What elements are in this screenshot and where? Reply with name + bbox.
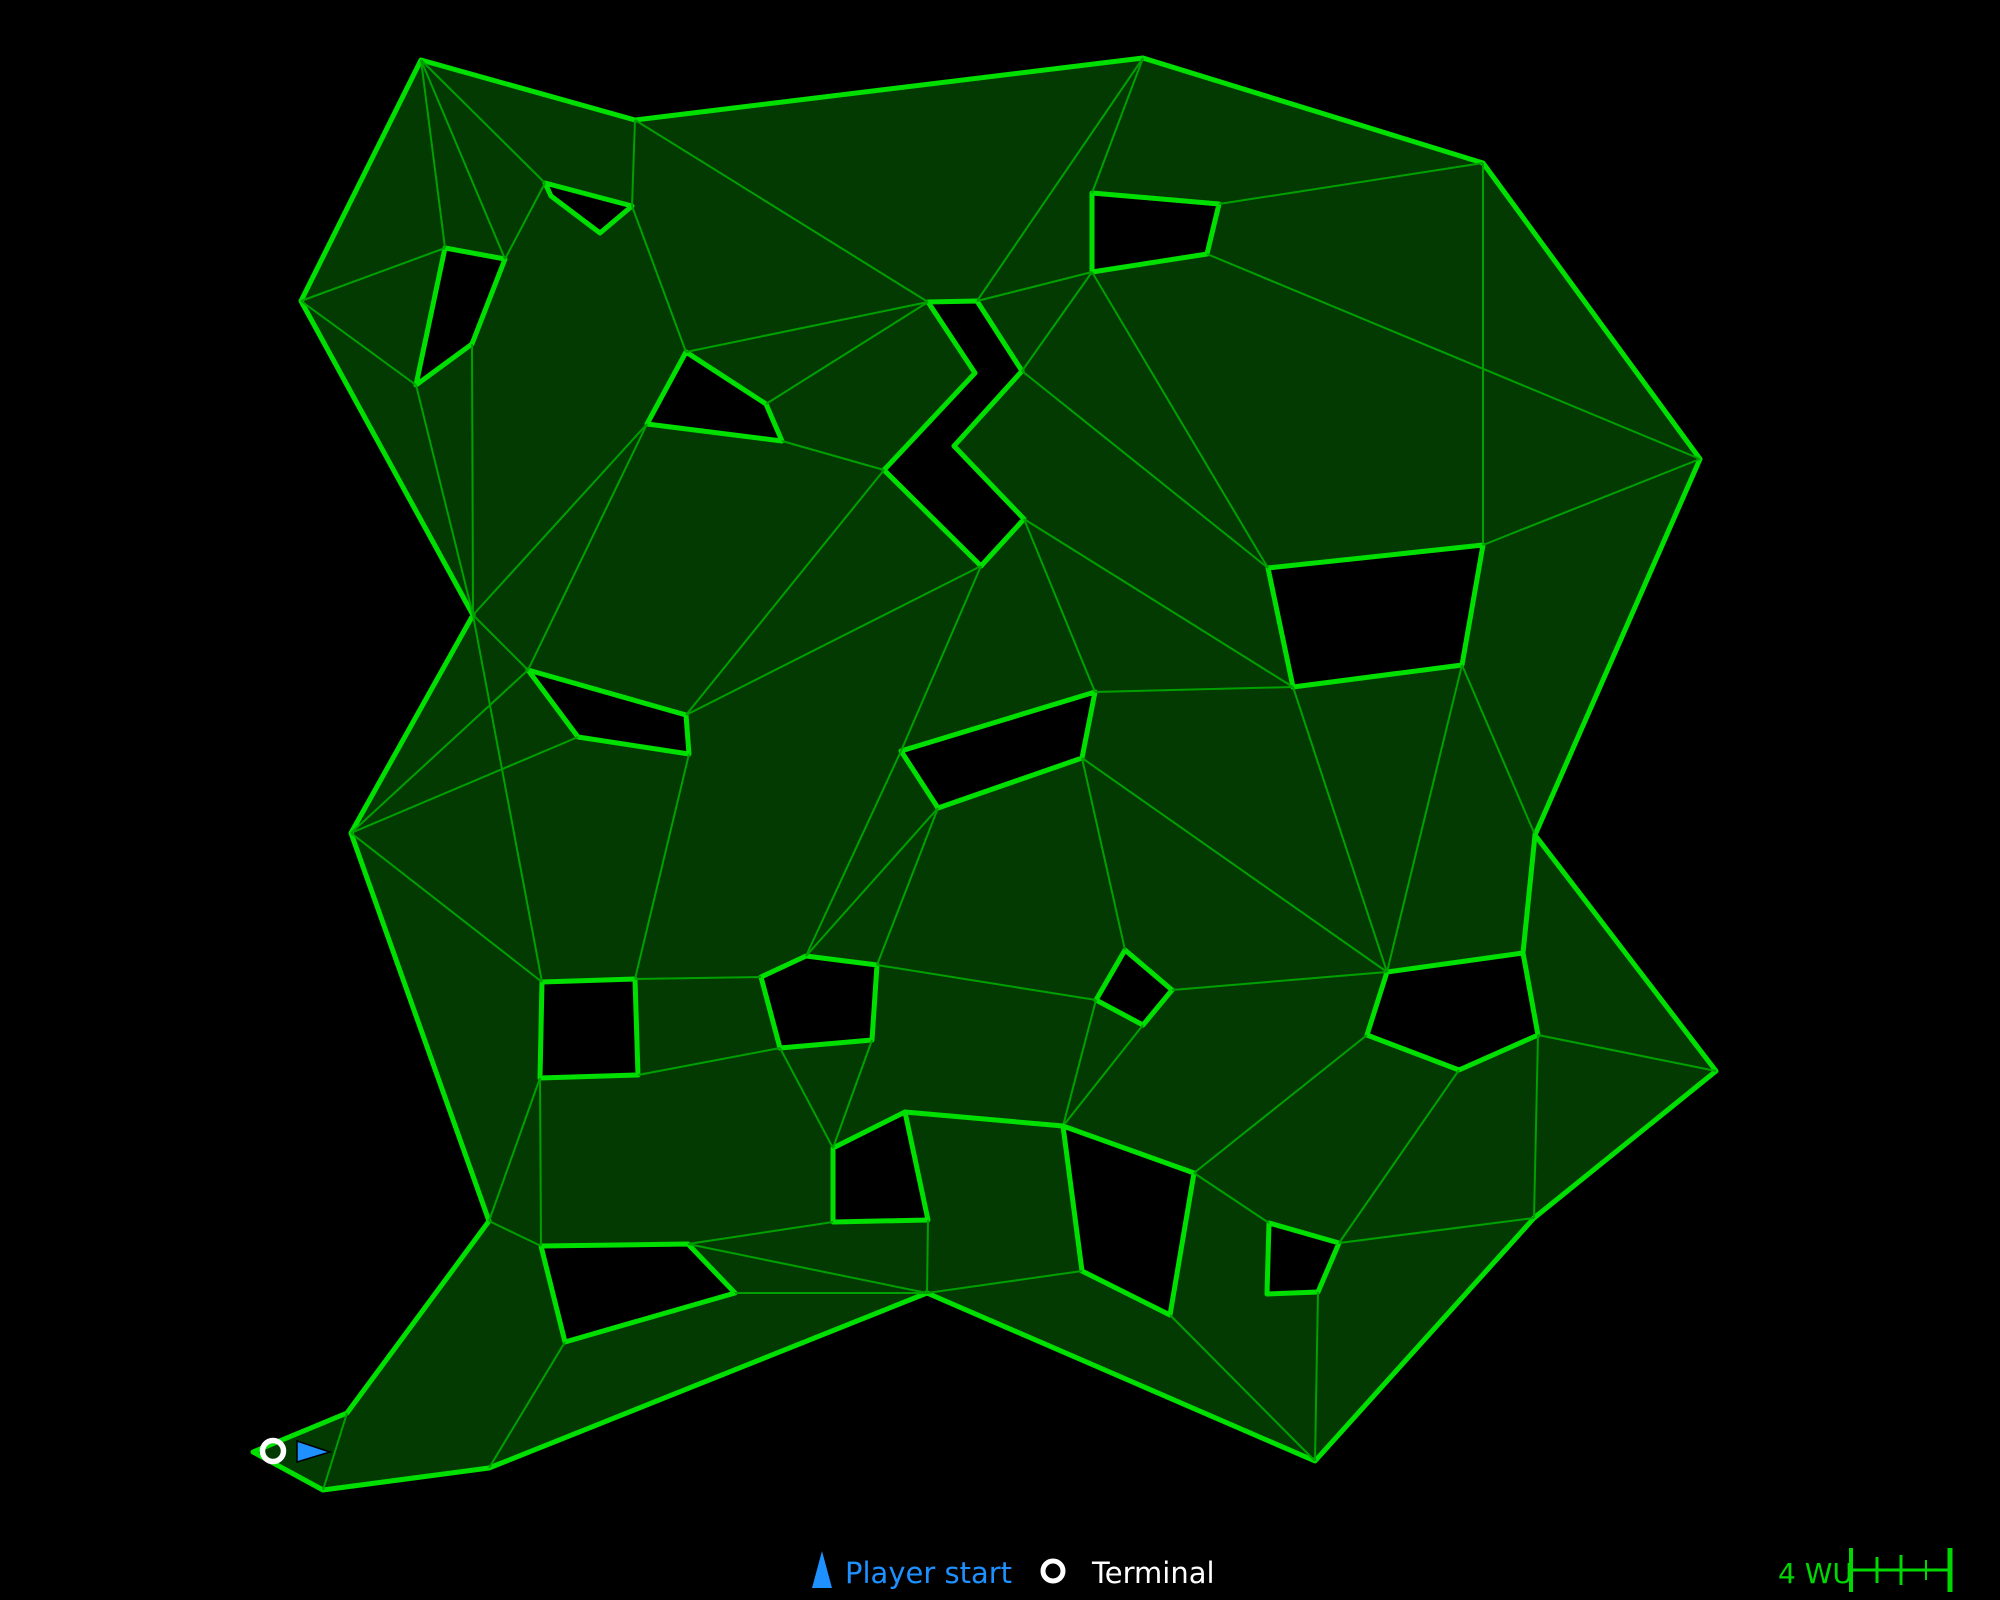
player-start-label: Player start bbox=[845, 1556, 1012, 1590]
triangulation-edge bbox=[876, 964, 1097, 1001]
triangulation-edge bbox=[1023, 518, 1096, 693]
triangulation-edge bbox=[1338, 1217, 1535, 1244]
triangulation-edge bbox=[350, 736, 579, 834]
triangulation-edge bbox=[832, 1039, 873, 1149]
triangulation-edge bbox=[1094, 686, 1294, 693]
triangulation-edge bbox=[1314, 1291, 1319, 1462]
triangulation-edge bbox=[350, 669, 529, 834]
scale-ruler-icon bbox=[1849, 1548, 1953, 1592]
triangulation-edge bbox=[1206, 253, 1701, 460]
triangulation-edge bbox=[1338, 1069, 1460, 1244]
triangulation-edge bbox=[631, 205, 687, 353]
triangulation-edge bbox=[1091, 57, 1144, 194]
legend: Player start Terminal bbox=[812, 1551, 1215, 1590]
triangulation-edge bbox=[779, 1047, 834, 1149]
triangulation-edge bbox=[1193, 1172, 1270, 1224]
link-edge bbox=[1520, 832, 1538, 956]
triangulation-edge bbox=[1218, 162, 1484, 205]
triangulation-edge bbox=[1386, 664, 1463, 973]
triangulation-edge bbox=[488, 1077, 541, 1222]
triangulation-edge bbox=[685, 469, 885, 716]
triangulation-edge bbox=[637, 1047, 781, 1076]
legend-item-terminal: Terminal bbox=[1040, 1556, 1215, 1590]
triangulation-edge bbox=[876, 807, 939, 966]
triangulation-edge bbox=[1062, 1024, 1144, 1127]
triangulation-edge bbox=[1292, 686, 1388, 973]
player-start-marker bbox=[296, 1439, 333, 1464]
triangulation-edge bbox=[1081, 757, 1388, 973]
triangulation-edge bbox=[504, 182, 546, 260]
triangulation-edge bbox=[976, 57, 1144, 302]
triangulation-edge bbox=[300, 300, 417, 386]
triangulation-edge bbox=[350, 832, 543, 983]
triangulation-edge bbox=[527, 423, 648, 671]
triangulation-edge bbox=[900, 565, 982, 752]
triangulation-edge bbox=[1023, 518, 1294, 688]
scale-bar: 4 WU bbox=[1778, 1548, 1953, 1592]
triangulation-edge bbox=[1482, 458, 1701, 546]
triangulation-edge bbox=[1091, 271, 1269, 569]
navmesh bbox=[250, 55, 1719, 1493]
triangulation-edge bbox=[539, 1077, 542, 1247]
triangulation-edge bbox=[687, 1221, 834, 1245]
triangulation-edge bbox=[1021, 271, 1093, 372]
triangulation-edge bbox=[472, 423, 648, 616]
triangulation-edge bbox=[300, 247, 446, 302]
terminal-marker bbox=[259, 1437, 287, 1465]
triangulation-edge bbox=[1537, 1034, 1717, 1072]
triangulation-edge bbox=[471, 343, 474, 616]
triangulation-edge bbox=[926, 1270, 1083, 1294]
triangulation-edge bbox=[634, 753, 690, 980]
triangulation-edge bbox=[1533, 1034, 1539, 1219]
triangulation-edge bbox=[805, 750, 902, 957]
triangulation-edge bbox=[631, 119, 636, 207]
triangulation-edge bbox=[1062, 999, 1097, 1127]
link-edge bbox=[902, 1109, 1066, 1129]
player-start-icon bbox=[812, 1551, 832, 1588]
triangulation-edge bbox=[415, 384, 474, 616]
triangulation-edge bbox=[765, 301, 929, 405]
terminal-label: Terminal bbox=[1091, 1556, 1215, 1590]
scale-label: 4 WU bbox=[1778, 1557, 1853, 1590]
navmesh-link-edges bbox=[902, 832, 1538, 1129]
triangulation-edge bbox=[472, 614, 543, 983]
triangulation-edge bbox=[322, 1412, 348, 1491]
map-markers bbox=[259, 1437, 333, 1465]
triangulation-edge bbox=[1193, 1034, 1368, 1174]
navmesh-surface bbox=[250, 55, 1719, 1493]
triangulation-edge bbox=[420, 59, 546, 184]
triangulation-edge bbox=[634, 119, 929, 303]
triangulation-edge bbox=[1169, 1314, 1316, 1462]
triangulation-edge bbox=[420, 59, 506, 260]
terminal-icon bbox=[1040, 1558, 1066, 1584]
triangulation-edge bbox=[687, 1243, 928, 1294]
triangulation-edge bbox=[685, 301, 929, 353]
legend-item-player-start: Player start bbox=[812, 1551, 1012, 1590]
triangulation-edge bbox=[1461, 664, 1536, 836]
triangulation-edge bbox=[976, 271, 1093, 302]
triangulation-edge bbox=[1081, 757, 1126, 951]
triangulation-edge bbox=[472, 614, 529, 671]
triangulation-edge bbox=[488, 1341, 566, 1469]
triangulation-edge bbox=[1171, 971, 1388, 991]
triangulation-edge bbox=[781, 440, 885, 471]
triangulation-edge bbox=[488, 1220, 542, 1247]
triangulation-edge bbox=[420, 59, 446, 249]
triangulation-edge bbox=[926, 1219, 929, 1294]
triangulation-edge bbox=[1021, 370, 1269, 569]
triangulation-edge bbox=[805, 807, 939, 957]
navmesh-triangulation-edges bbox=[300, 57, 1717, 1491]
triangulation-edge bbox=[634, 976, 762, 980]
triangulation-edge bbox=[685, 565, 982, 716]
